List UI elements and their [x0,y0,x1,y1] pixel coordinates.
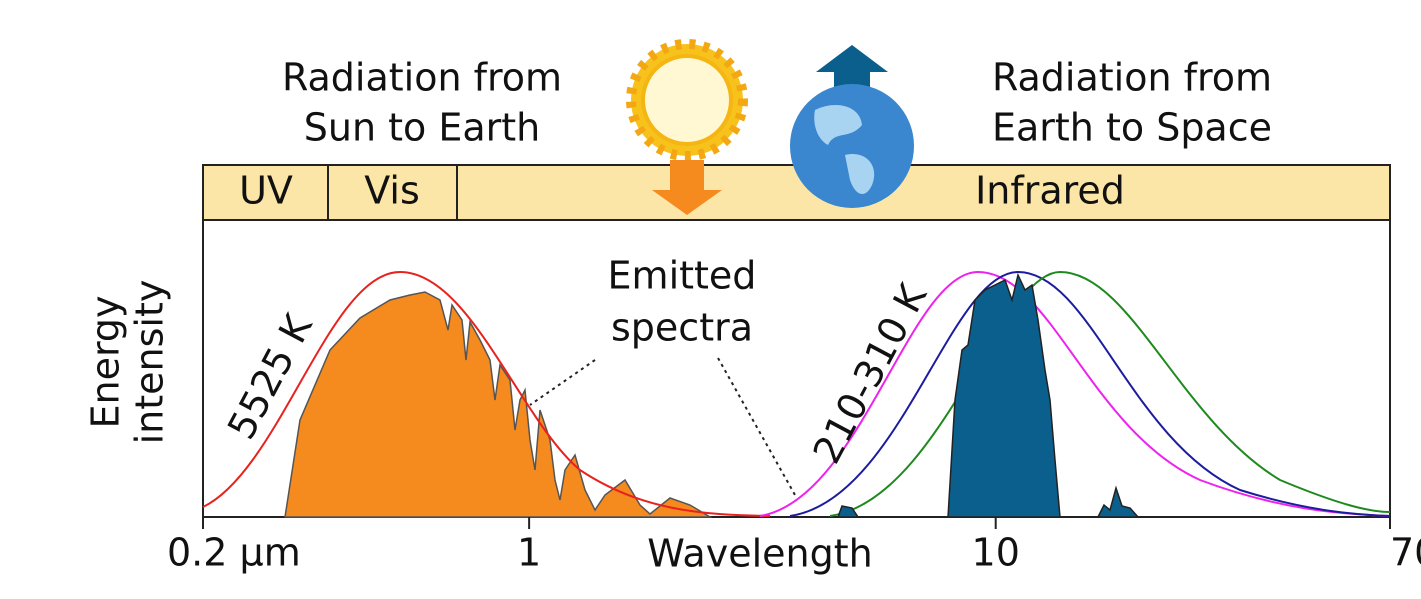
x-tick-label: 0.2 µm [167,531,301,575]
x-tick-label: 70 [1390,531,1421,575]
pointer [530,360,595,405]
y-axis-label: intensity [128,280,172,445]
header-text: Sun to Earth [304,106,541,150]
x-tick-label: 10 [972,531,1020,575]
header-text: Radiation from [992,56,1272,100]
band-label: Infrared [975,169,1125,213]
x-axis-label: Wavelength [647,532,872,576]
earth-icon [790,45,914,208]
y-axis-label: Energy [84,295,128,428]
annotation: spectra [611,306,753,350]
header-text: Radiation from [282,56,562,100]
header-text: Earth to Space [992,106,1272,150]
x-tick-label: 1 [517,531,541,575]
diagram: UV Vis Infrared Radiation from Sun to Ea… [0,0,1421,599]
band-label: Vis [364,169,420,213]
pointer [718,358,795,495]
band-label: UV [239,169,293,213]
temperature-label: 210-310 K [804,276,935,470]
annotation: Emitted [608,254,757,298]
